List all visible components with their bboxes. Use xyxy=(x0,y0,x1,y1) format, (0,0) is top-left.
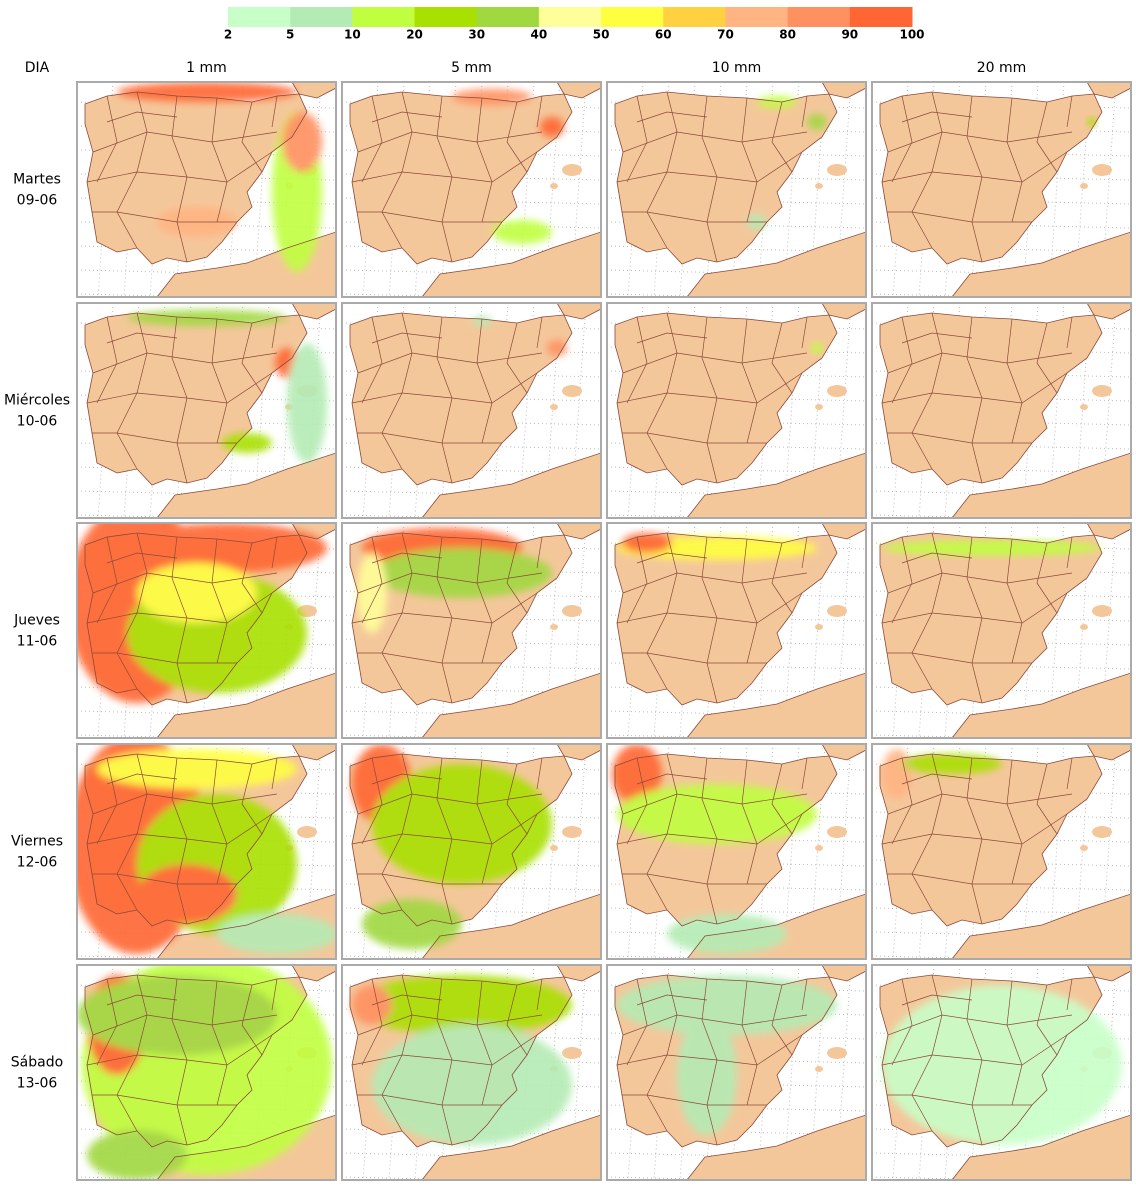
panel-border xyxy=(871,302,1132,519)
panel-border xyxy=(606,81,867,298)
precipitation-field xyxy=(357,528,552,633)
panel-border xyxy=(76,743,337,960)
legend-swatch xyxy=(663,7,726,27)
map-panel xyxy=(871,743,1132,960)
row-date: 12-06 xyxy=(17,855,58,871)
legend-swatch xyxy=(787,7,851,27)
map-panel xyxy=(341,81,602,298)
panel-border xyxy=(606,743,867,960)
legend-label: 20 xyxy=(406,28,423,42)
legend-swatch xyxy=(228,7,291,27)
legend-label: 60 xyxy=(655,28,672,42)
panel-border xyxy=(341,81,602,298)
legend-label: 2 xyxy=(224,28,232,42)
map-panel xyxy=(606,743,867,960)
map-panel xyxy=(341,743,602,960)
map-panel xyxy=(871,964,1132,1181)
legend-swatch xyxy=(601,7,664,27)
panel-border xyxy=(76,964,337,1181)
legend-swatch xyxy=(414,7,478,27)
panel-border xyxy=(871,964,1132,1181)
column-header: 5 mm xyxy=(451,60,492,76)
map-panel xyxy=(606,302,867,519)
legend-label: 30 xyxy=(468,28,485,42)
legend-swatch xyxy=(290,7,353,27)
row-date: 09-06 xyxy=(17,193,58,209)
row-date: 13-06 xyxy=(17,1076,58,1092)
legend-swatch xyxy=(725,7,789,27)
precipitation-field xyxy=(77,965,332,1180)
panel-border xyxy=(341,743,602,960)
precipitation-field xyxy=(77,744,336,954)
column-header: 1 mm xyxy=(186,60,227,76)
row-day: Viernes xyxy=(11,834,63,850)
map-panel xyxy=(76,522,337,739)
row-day: Sábado xyxy=(11,1055,63,1071)
map-panel xyxy=(606,522,867,739)
panel-border xyxy=(871,81,1132,298)
precipitation-field xyxy=(1087,117,1097,127)
map-panel xyxy=(76,964,337,1181)
map-panel xyxy=(341,302,602,519)
legend-swatch xyxy=(352,7,416,27)
legend-label: 10 xyxy=(344,28,361,42)
row-day: Martes xyxy=(13,172,61,188)
legend-label: 100 xyxy=(899,28,924,42)
legend-label: 50 xyxy=(593,28,610,42)
precipitation-field xyxy=(882,749,1002,799)
legend-label: 70 xyxy=(717,28,734,42)
map-panel xyxy=(871,81,1132,298)
row-header: DIA xyxy=(25,60,50,76)
legend-swatch xyxy=(538,7,602,27)
map-panel xyxy=(606,964,867,1181)
precipitation-field xyxy=(811,342,823,354)
map-panel xyxy=(341,964,602,1181)
panel-border xyxy=(871,743,1132,960)
panel-border xyxy=(606,302,867,519)
precipitation-field xyxy=(612,744,817,954)
row-date: 11-06 xyxy=(17,634,58,650)
legend-swatch xyxy=(476,7,540,27)
legend-label: 80 xyxy=(779,28,796,42)
map-panel xyxy=(871,302,1132,519)
precipitation-field xyxy=(352,975,572,1145)
row-date: 10-06 xyxy=(17,414,58,430)
legend-swatch xyxy=(849,7,913,27)
precipitation-field xyxy=(882,985,1122,1145)
map-panel xyxy=(606,81,867,298)
panel-border xyxy=(606,964,867,1181)
precipitation-field xyxy=(452,89,564,244)
precipitation-field xyxy=(77,523,327,703)
panel-border xyxy=(76,522,337,739)
panel-border xyxy=(341,302,602,519)
panel-border xyxy=(76,81,337,298)
panel-border xyxy=(871,522,1132,739)
precipitation-field xyxy=(127,310,327,463)
map-panel xyxy=(871,522,1132,739)
panel-border xyxy=(76,302,337,519)
map-panel xyxy=(76,302,337,519)
row-day: Miércoles xyxy=(4,393,70,409)
precipitation-field xyxy=(352,744,552,949)
column-header: 20 mm xyxy=(977,60,1027,76)
legend-label: 5 xyxy=(286,28,294,42)
panel-border xyxy=(341,522,602,739)
map-panel xyxy=(341,522,602,739)
row-day: Jueves xyxy=(13,613,60,629)
panel-border xyxy=(606,522,867,739)
map-panel xyxy=(76,81,337,298)
column-header: 10 mm xyxy=(712,60,762,76)
panel-border xyxy=(341,964,602,1181)
legend-label: 40 xyxy=(531,28,548,42)
map-panel xyxy=(76,743,337,960)
legend-label: 90 xyxy=(841,28,858,42)
